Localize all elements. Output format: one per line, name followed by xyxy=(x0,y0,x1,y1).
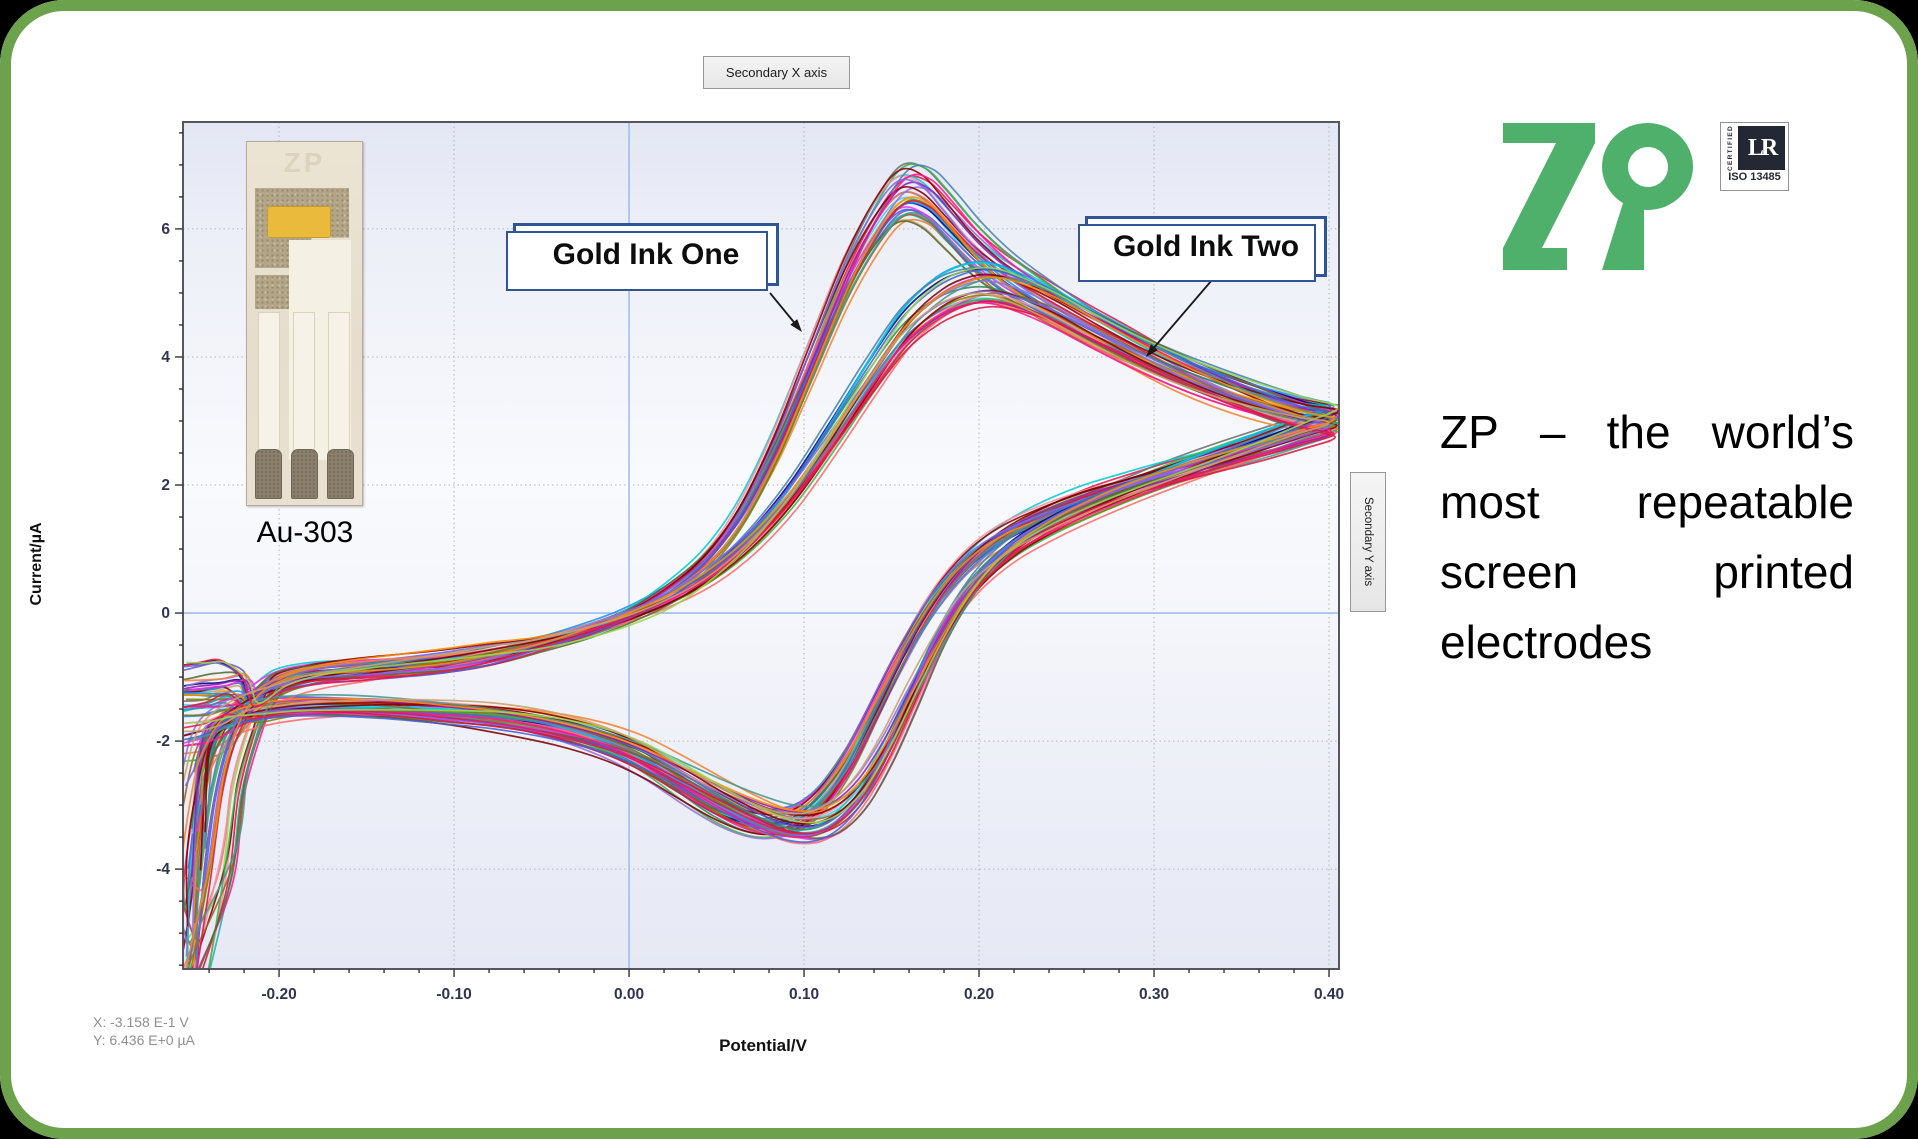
cv-curve xyxy=(186,266,1338,824)
cursor-readout: X: -3.158 E-1 V Y: 6.436 E+0 µA xyxy=(93,1013,195,1049)
electrode-contact-pad xyxy=(255,449,282,499)
electrode-photo: ZP xyxy=(246,141,363,506)
cv-curve xyxy=(192,300,1338,892)
cursor-x-value: X: -3.158 E-1 V xyxy=(93,1014,189,1030)
plot-border xyxy=(182,121,1340,970)
x-axis-title: Potential/V xyxy=(719,1036,807,1055)
iso-badge: CERTIFIED LR ISO 13485 xyxy=(1720,122,1789,191)
electrode-contact-pad xyxy=(327,449,354,499)
tagline-line: screen printed xyxy=(1440,546,1854,598)
secondary-x-axis-button[interactable]: Secondary X axis xyxy=(703,56,850,89)
y-tick-label: 2 xyxy=(161,477,170,494)
callout-gold-ink-two-label: Gold Ink Two xyxy=(1112,229,1300,263)
cursor-y-value: Y: 6.436 E+0 µA xyxy=(93,1032,195,1048)
callout-arrows xyxy=(769,279,1213,357)
tick-labels: -0.20 -0.10 0.00 0.10 0.20 0.30 0.40 -4 -2 0 2 4 6 xyxy=(156,221,1344,1003)
y-tick-label: 6 xyxy=(161,221,170,238)
y-axis-title: Current/µA xyxy=(28,522,45,606)
electrode-trace xyxy=(258,312,280,458)
iso-standard-label: ISO 13485 xyxy=(1728,171,1781,184)
x-tick-label: -0.20 xyxy=(261,986,296,1003)
tagline: ZP – the world’s most repeatable screen printed… xyxy=(1440,405,1854,685)
x-tick-label: 0.30 xyxy=(1139,986,1169,1003)
cv-curve xyxy=(184,305,1337,968)
tagline-line: electrodes xyxy=(1440,616,1653,668)
cv-curve xyxy=(184,292,1330,815)
x-tick-label: 0.00 xyxy=(614,986,644,1003)
electrode-trace xyxy=(328,312,350,458)
lr-mark-icon: LR xyxy=(1738,126,1785,171)
cv-curve xyxy=(184,268,1332,961)
axis-ticks xyxy=(175,132,1330,977)
cv-curve xyxy=(194,164,1338,968)
zp-logo xyxy=(1503,123,1693,270)
secondary-y-axis-button[interactable]: Secondary Y axis xyxy=(1350,472,1386,612)
tagline-line: ZP – the world’s xyxy=(1440,406,1854,458)
x-tick-label: 0.20 xyxy=(964,986,994,1003)
cv-curve xyxy=(185,276,1335,968)
electrode-contact-pad xyxy=(291,449,318,499)
cv-curve xyxy=(199,275,1338,968)
callout-gold-ink-two: Gold Ink Two xyxy=(1078,216,1327,282)
electrode-trace xyxy=(293,312,315,458)
y-tick-label: 4 xyxy=(161,349,170,366)
x-tick-label: -0.10 xyxy=(436,986,471,1003)
secondary-y-axis-label: Secondary Y axis xyxy=(1362,497,1374,587)
electrode-caption: Au-303 xyxy=(256,516,354,549)
callout-gold-ink-one-label: Gold Ink One xyxy=(552,237,740,271)
curves-gold-ink-two xyxy=(184,260,1338,968)
y-tick-label: -2 xyxy=(156,733,170,750)
callout-gold-ink-one: Gold Ink One xyxy=(506,223,779,291)
lr-mark-letters: LR xyxy=(1747,134,1778,161)
x-tick-label: 0.10 xyxy=(789,986,819,1003)
zp-logo-letter-p-counter xyxy=(1628,147,1668,187)
zp-logo-letter-z xyxy=(1503,123,1595,270)
electrode-watermark: ZP xyxy=(283,147,326,178)
cv-curve xyxy=(195,273,1338,968)
y-tick-label: 0 xyxy=(161,605,170,622)
iso-badge-certified-label: CERTIFIED xyxy=(1727,125,1734,172)
y-tick-label: -4 xyxy=(156,861,170,878)
cv-curve xyxy=(184,300,1335,835)
tagline-line: most repeatable xyxy=(1440,476,1854,528)
electrode-gold-pad xyxy=(267,206,331,238)
x-tick-label: 0.40 xyxy=(1314,986,1344,1003)
